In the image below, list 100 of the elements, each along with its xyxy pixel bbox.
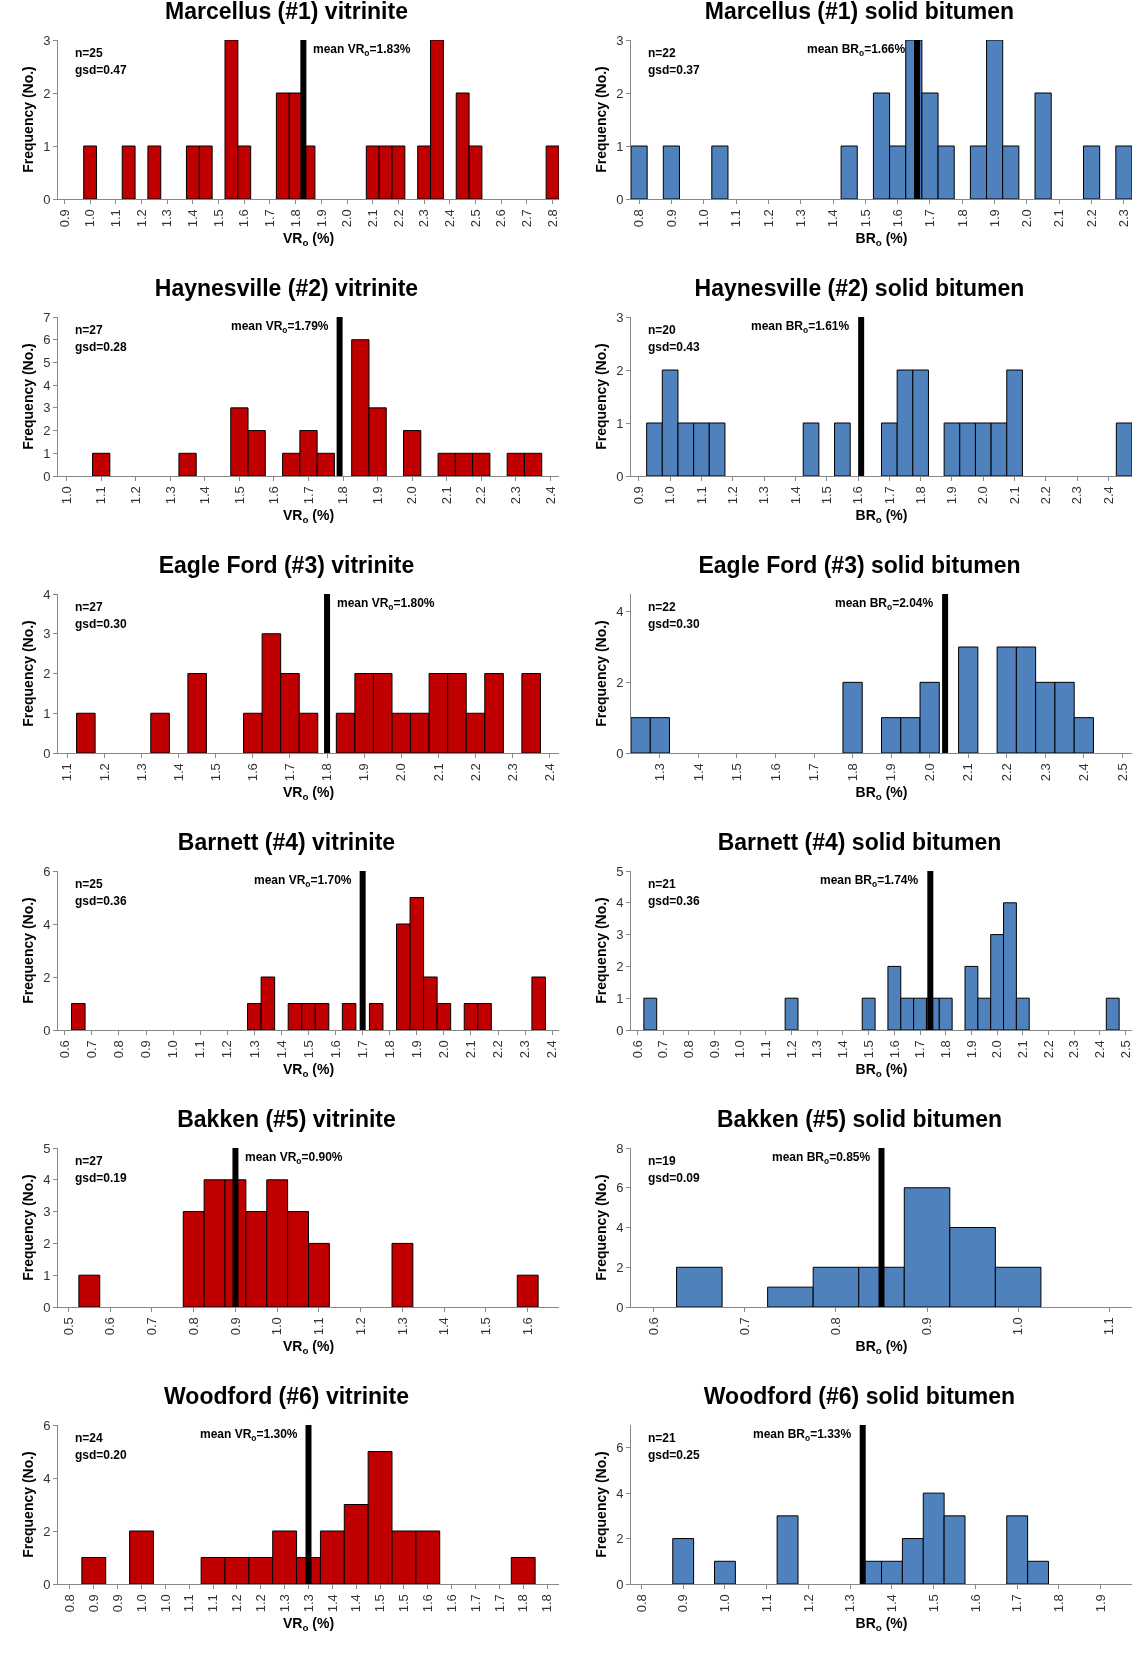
x-tick-label: 0.8: [633, 1594, 649, 1613]
y-tick-label: 0: [616, 1576, 624, 1592]
x-tick-label: 0.9: [675, 1594, 691, 1613]
chart-title: Barnett (#4) vitrinite: [177, 828, 396, 855]
y-tick-label: 3: [43, 32, 51, 48]
x-tick-label: 1.5: [925, 1594, 941, 1613]
x-tick-label: 2.3: [1069, 486, 1085, 505]
x-tick-label: 1.5: [372, 1594, 388, 1613]
x-tick-label: 1.1: [59, 763, 75, 782]
x-tick-label: 0.7: [655, 1040, 671, 1059]
x-tick-label: 2.3: [517, 1040, 533, 1059]
x-tick-label: 2.2: [490, 1040, 506, 1059]
x-tick-label: 1.1: [1101, 1317, 1117, 1336]
y-tick-label: 2: [616, 958, 624, 974]
x-tick-label: 1.8: [539, 1594, 555, 1613]
y-tick-label: 2: [43, 1523, 51, 1539]
x-axis-title: BR$_{o}$ (%): [855, 229, 908, 248]
y-tick-label: 6: [43, 1417, 51, 1433]
x-tick-label: 0.7: [737, 1317, 753, 1336]
y-tick-label: 0: [616, 191, 624, 207]
x-tick-label: 1.5: [207, 763, 223, 782]
annotation: gsd=0.30: [648, 617, 701, 631]
x-tick-label: 1.6: [967, 1594, 983, 1613]
y-tick-label: 2: [43, 423, 51, 439]
x-tick-label: 1.6: [245, 763, 261, 782]
x-tick-label: 1.8: [1051, 1594, 1067, 1613]
x-tick-label: 1.4: [170, 763, 186, 782]
annotation: gsd=0.36: [648, 894, 701, 908]
chart-title: Marcellus (#1) vitrinite: [165, 0, 408, 24]
y-tick-label: 5: [43, 1140, 51, 1156]
x-tick-label: 2.1: [430, 763, 446, 782]
x-tick-label: 2.0: [339, 209, 355, 228]
y-tick-label: 0: [43, 468, 51, 484]
x-tick-label: 1.8: [381, 1040, 397, 1059]
x-tick-label: 1.1: [192, 1040, 208, 1059]
annotation: gsd=0.30: [75, 617, 128, 631]
y-tick-label: 0: [43, 1299, 51, 1315]
y-tick-label: 1: [43, 445, 51, 461]
ref-line-label: mean VR$_{o}$=0.90%: [245, 1150, 343, 1166]
y-tick-label: 1: [43, 1267, 51, 1283]
x-tick-label: 1.3: [159, 209, 175, 228]
x-tick-label: 1.8: [515, 1594, 531, 1613]
x-tick-label: 2.3: [1037, 763, 1053, 782]
x-tick-label: 1.5: [396, 1594, 412, 1613]
x-tick-label: 2.0: [1019, 209, 1035, 228]
x-tick-label: 1.0: [717, 1594, 733, 1613]
x-tick-label: 2.6: [493, 209, 509, 228]
x-tick-label: 2.2: [998, 763, 1014, 782]
y-axis-title: Frequency (No.): [592, 1174, 609, 1281]
y-tick-label: 3: [616, 927, 624, 943]
x-tick-label: 0.9: [109, 1594, 125, 1613]
x-tick-label: 1.9: [963, 1040, 979, 1059]
annotation: n=19: [648, 1154, 677, 1168]
x-tick-label: 1.3: [809, 1040, 825, 1059]
x-tick-label: 1.3: [792, 209, 808, 228]
y-tick-label: 4: [616, 1220, 624, 1236]
annotation: gsd=0.47: [75, 63, 128, 77]
x-tick-label: 2.1: [960, 763, 976, 782]
x-tick-label: 1.1: [93, 486, 109, 505]
x-tick-label: 1.8: [937, 1040, 953, 1059]
x-tick-label: 2.5: [1117, 1040, 1133, 1059]
y-tick-label: 6: [616, 1180, 624, 1196]
x-tick-label: 1.4: [787, 486, 803, 505]
x-tick-label: 1.5: [857, 209, 873, 228]
annotation: n=27: [75, 600, 104, 614]
x-tick-label: 2.0: [975, 486, 991, 505]
x-tick-label: 1.7: [881, 486, 897, 505]
x-axis-title: VR$_{o}$ (%): [282, 506, 335, 525]
x-tick-label: 2.1: [1006, 486, 1022, 505]
y-tick-label: 5: [43, 354, 51, 370]
annotation: n=27: [75, 1154, 104, 1168]
x-tick-label: 1.0: [157, 1594, 173, 1613]
annotation: gsd=0.37: [648, 63, 701, 77]
x-tick-label: 1.5: [300, 1040, 316, 1059]
y-tick-label: 4: [43, 1470, 51, 1486]
chart-title: Woodford (#6) vitrinite: [164, 1382, 409, 1409]
x-tick-label: 2.4: [544, 1040, 560, 1059]
x-tick-label: 2.1: [463, 1040, 479, 1059]
y-tick-label: 6: [43, 863, 51, 879]
x-tick-label: 2.1: [1051, 209, 1067, 228]
y-tick-label: 2: [43, 969, 51, 985]
x-tick-label: 2.2: [1038, 486, 1054, 505]
x-tick-label: 1.3: [842, 1594, 858, 1613]
x-tick-label: 0.8: [111, 1040, 127, 1059]
y-tick-label: 3: [43, 400, 51, 416]
annotation: gsd=0.28: [75, 340, 128, 354]
annotation: gsd=0.09: [648, 1171, 701, 1185]
x-tick-label: 2.3: [1116, 209, 1132, 228]
y-tick-label: 0: [616, 745, 624, 761]
y-tick-label: 4: [616, 895, 624, 911]
y-axis-title: Frequency (No.): [19, 1174, 36, 1281]
x-axis-title: BR$_{o}$ (%): [855, 1614, 908, 1633]
x-tick-label: 1.6: [889, 209, 905, 228]
x-tick-label: 2.0: [404, 486, 420, 505]
x-tick-label: 1.9: [356, 763, 372, 782]
x-tick-label: 2.3: [504, 763, 520, 782]
x-tick-label: 2.3: [1066, 1040, 1082, 1059]
x-tick-label: 2.1: [1015, 1040, 1031, 1059]
x-tick-label: 1.5: [210, 209, 226, 228]
y-tick-label: 2: [43, 666, 51, 682]
